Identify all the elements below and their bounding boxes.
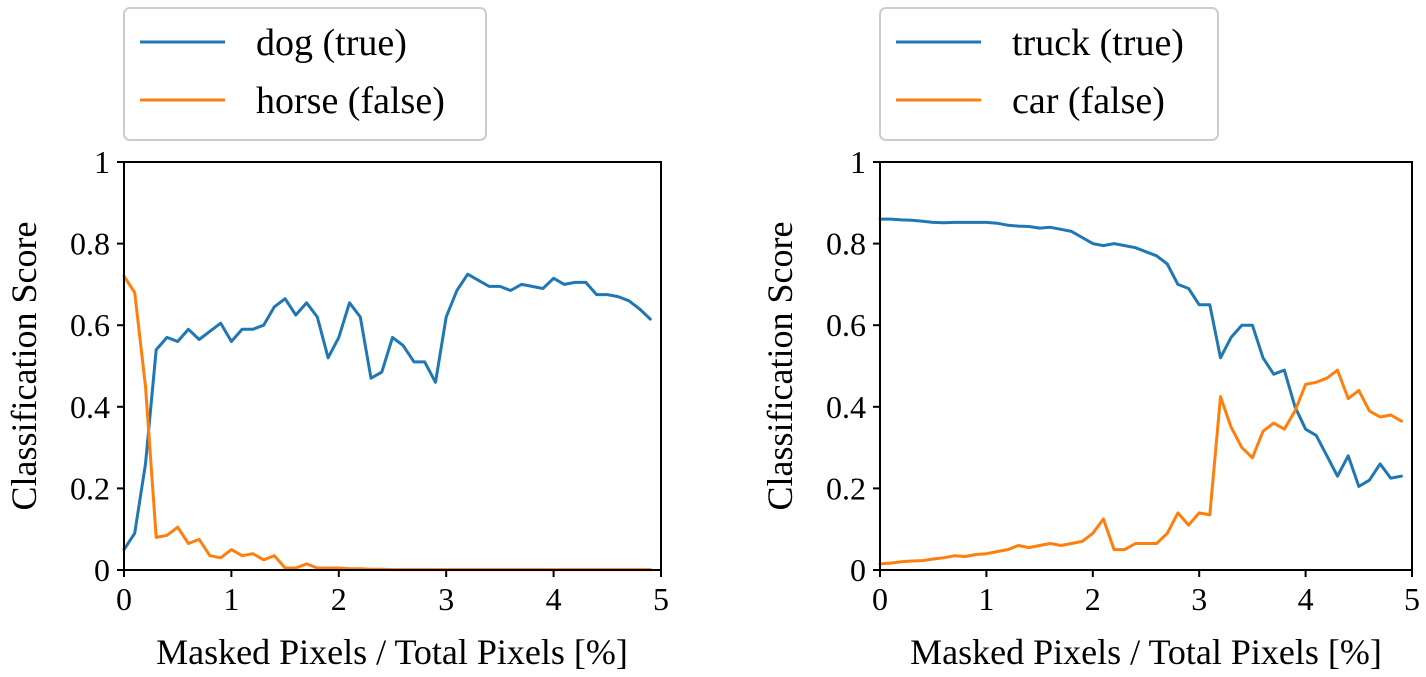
legend-label-dog: dog (true) (256, 22, 407, 64)
y-tick-label: 0.6 (826, 307, 866, 343)
series-line-truck (878, 217, 1403, 488)
x-tick-label: 4 (546, 581, 562, 617)
y-tick-label: 0.4 (826, 389, 866, 425)
x-axis-label: Masked Pixels / Total Pixels [%] (910, 632, 1382, 672)
x-tick-label: 2 (331, 581, 347, 617)
x-tick-label: 0 (116, 581, 132, 617)
legend-label-car: car (false) (1012, 80, 1165, 122)
y-tick-label: 1 (850, 144, 866, 180)
x-tick-label: 5 (1404, 581, 1420, 617)
axis-ticks: 0 1 2 3 4 5 0 0.2 0.4 0.6 0.8 1 (826, 144, 1420, 617)
x-tick-label: 1 (978, 581, 994, 617)
y-tick-label: 0.2 (70, 470, 110, 506)
x-tick-label: 1 (223, 581, 239, 617)
chart-left: dog (true) horse (false) 0 1 2 3 4 5 0 0.2 0.4 0.… (4, 7, 669, 672)
y-axis-label: Classification Score (760, 222, 800, 511)
y-tick-label: 0.6 (70, 307, 110, 343)
y-tick-label: 0.8 (70, 226, 110, 262)
series-line-dog (122, 272, 652, 552)
y-tick-label: 0.8 (826, 226, 866, 262)
y-tick-label: 0 (850, 552, 866, 588)
chart-right: truck (true) car (false) 0 1 2 3 4 5 0 0.2 0.4 0.… (760, 7, 1420, 672)
legend: truck (true) car (false) (879, 7, 1219, 141)
y-tick-label: 0 (94, 552, 110, 588)
plot-area (878, 217, 1403, 566)
x-axis-label: Masked Pixels / Total Pixels [%] (156, 632, 628, 672)
x-tick-label: 3 (1191, 581, 1207, 617)
y-tick-label: 0.2 (826, 470, 866, 506)
axes-frame (123, 161, 662, 571)
series-line-horse (122, 274, 652, 572)
legend-label-horse: horse (false) (256, 80, 445, 122)
y-axis-label: Classification Score (4, 222, 44, 511)
x-tick-label: 3 (438, 581, 454, 617)
series-line-car (878, 368, 1403, 566)
legend-label-truck: truck (true) (1012, 22, 1184, 64)
x-tick-label: 2 (1085, 581, 1101, 617)
legend: dog (true) horse (false) (123, 7, 487, 141)
x-tick-label: 4 (1298, 581, 1314, 617)
y-tick-label: 1 (94, 144, 110, 180)
x-tick-label: 5 (653, 581, 669, 617)
axis-ticks: 0 1 2 3 4 5 0 0.2 0.4 0.6 0.8 1 (70, 144, 669, 617)
y-tick-label: 0.4 (70, 389, 110, 425)
plot-area (122, 272, 652, 572)
x-tick-label: 0 (872, 581, 888, 617)
axes-frame (879, 161, 1413, 571)
